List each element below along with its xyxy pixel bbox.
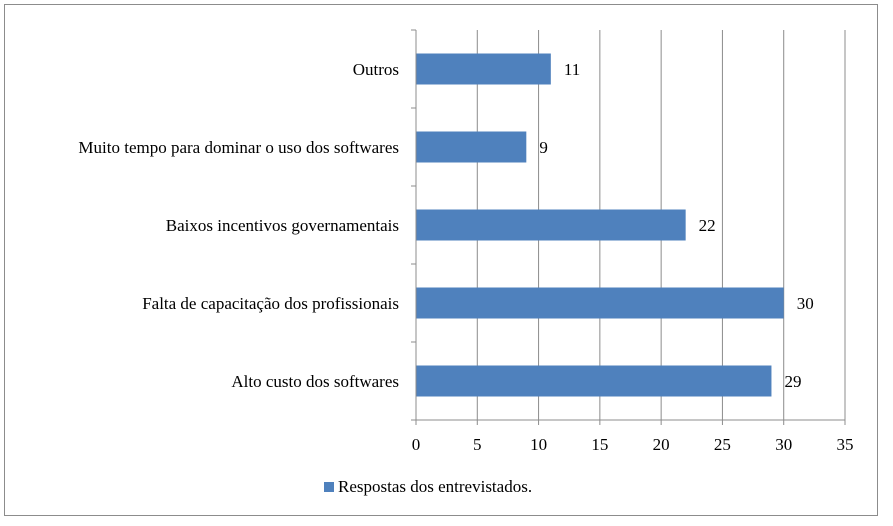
data-label: 29: [784, 372, 801, 391]
x-tick-label: 25: [714, 435, 731, 454]
x-tick-label: 35: [837, 435, 854, 454]
chart-frame: [4, 4, 878, 516]
labels: 0 5 10 15 20 25 30 35 Alto custo dos softwares 29…: [78, 60, 853, 454]
x-tick-label: 0: [412, 435, 421, 454]
x-tick-label: 20: [653, 435, 670, 454]
x-tick-label: 30: [775, 435, 792, 454]
category-label: Alto custo dos softwares: [231, 372, 399, 391]
bar: [416, 209, 686, 241]
legend-label: Respostas dos entrevistados.: [338, 477, 532, 496]
grid-lines: [476, 30, 846, 420]
legend: Respostas dos entrevistados.: [324, 477, 532, 496]
category-label: Falta de capacitação dos profissionais: [142, 294, 399, 313]
data-label: 11: [564, 60, 580, 79]
data-label: 9: [539, 138, 548, 157]
bars: [416, 53, 784, 397]
data-label: 22: [699, 216, 716, 235]
legend-swatch: [324, 482, 334, 492]
category-label: Outros: [353, 60, 399, 79]
bar: [416, 287, 784, 319]
x-tick-label: 10: [530, 435, 547, 454]
bar: [416, 131, 527, 163]
data-label: 30: [797, 294, 814, 313]
bar: [416, 365, 772, 397]
axes: [411, 29, 846, 425]
category-label: Muito tempo para dominar o uso dos softw…: [78, 138, 399, 157]
bar: [416, 53, 551, 85]
x-tick-label: 15: [591, 435, 608, 454]
category-label: Baixos incentivos governamentais: [166, 216, 399, 235]
x-tick-label: 5: [473, 435, 482, 454]
